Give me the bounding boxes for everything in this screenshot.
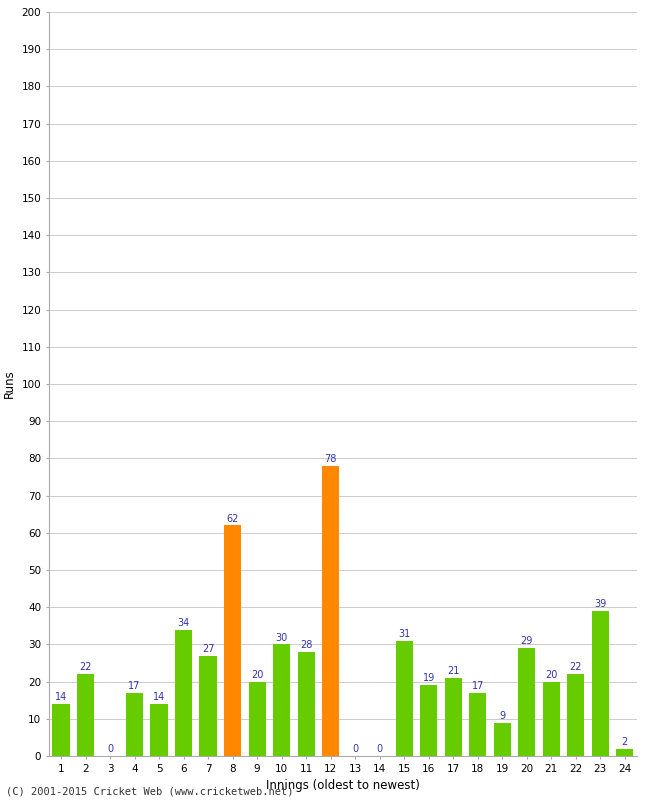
Bar bbox=[77, 674, 94, 756]
Bar bbox=[150, 704, 168, 756]
X-axis label: Innings (oldest to newest): Innings (oldest to newest) bbox=[266, 779, 420, 792]
Text: 27: 27 bbox=[202, 644, 214, 654]
Text: (C) 2001-2015 Cricket Web (www.cricketweb.net): (C) 2001-2015 Cricket Web (www.cricketwe… bbox=[6, 786, 294, 796]
Text: 28: 28 bbox=[300, 640, 312, 650]
Bar bbox=[396, 641, 413, 756]
Bar bbox=[592, 611, 609, 756]
Bar bbox=[224, 526, 241, 756]
Bar bbox=[420, 686, 437, 756]
Bar bbox=[322, 466, 339, 756]
Text: 31: 31 bbox=[398, 629, 410, 639]
Bar bbox=[298, 652, 315, 756]
Text: 17: 17 bbox=[128, 681, 140, 691]
Text: 14: 14 bbox=[153, 692, 165, 702]
Bar bbox=[175, 630, 192, 756]
Bar bbox=[543, 682, 560, 756]
Text: 22: 22 bbox=[79, 662, 92, 672]
Bar bbox=[469, 693, 486, 756]
Text: 39: 39 bbox=[594, 599, 606, 609]
Bar bbox=[567, 674, 584, 756]
Bar bbox=[518, 648, 536, 756]
Text: 30: 30 bbox=[276, 633, 288, 642]
Text: 20: 20 bbox=[251, 670, 263, 680]
Text: 78: 78 bbox=[324, 454, 337, 464]
Text: 0: 0 bbox=[107, 744, 113, 754]
Text: 29: 29 bbox=[521, 636, 533, 646]
Y-axis label: Runs: Runs bbox=[3, 370, 16, 398]
Text: 62: 62 bbox=[226, 514, 239, 523]
Text: 14: 14 bbox=[55, 692, 67, 702]
Text: 2: 2 bbox=[621, 737, 628, 746]
Bar bbox=[445, 678, 461, 756]
Text: 19: 19 bbox=[422, 674, 435, 683]
Text: 34: 34 bbox=[177, 618, 190, 628]
Bar bbox=[200, 655, 216, 756]
Text: 22: 22 bbox=[569, 662, 582, 672]
Bar bbox=[273, 645, 290, 756]
Text: 17: 17 bbox=[471, 681, 484, 691]
Text: 20: 20 bbox=[545, 670, 558, 680]
Text: 9: 9 bbox=[499, 710, 505, 721]
Text: 0: 0 bbox=[352, 744, 358, 754]
Bar bbox=[53, 704, 70, 756]
Bar bbox=[493, 722, 511, 756]
Text: 21: 21 bbox=[447, 666, 460, 676]
Bar bbox=[616, 749, 633, 756]
Text: 0: 0 bbox=[376, 744, 383, 754]
Bar bbox=[248, 682, 266, 756]
Bar bbox=[126, 693, 143, 756]
